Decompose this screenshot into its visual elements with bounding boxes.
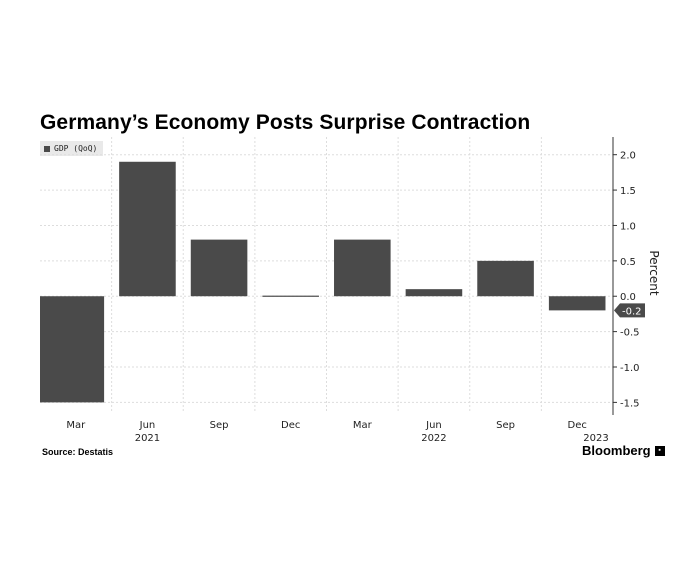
y-tick-label: 2.0 [620,151,636,162]
bar [405,289,463,297]
x-tick-label: Jun [139,420,156,431]
y-tick-label: 1.0 [620,221,636,232]
y-tick-label: 0.5 [620,257,636,268]
y-tick-label: 1.5 [620,186,636,197]
x-tick-label: Sep [496,420,515,431]
brand-name: Bloomberg [582,443,651,458]
legend-swatch [44,145,50,152]
x-tick-label: Jun [425,420,442,431]
last-value-marker [614,303,645,318]
bar [190,239,248,297]
y-tick-label: 0.0 [620,292,636,303]
y-tick-label: -0.5 [620,328,640,339]
bar [548,296,606,311]
x-tick-label: Dec [281,420,300,431]
x-tick-label: Mar [353,420,373,431]
legend-label: GDP (QoQ) [54,144,98,153]
x-tick-label: Mar [66,420,86,431]
x-year-label: 2023 [583,433,608,444]
y-tick-label: -1.5 [620,398,640,409]
brand-logo: Bloomberg ▪ [582,443,665,458]
bar [40,296,105,403]
x-year-label: 2021 [135,433,160,444]
y-tick-label: -1.0 [620,363,640,374]
x-tick-label: Sep [210,420,229,431]
x-year-label: 2022 [421,433,446,444]
bar [477,260,534,297]
bar [334,239,391,297]
bar [262,295,319,297]
x-tick-label: Dec [568,420,587,431]
legend: GDP (QoQ) [40,141,104,156]
last-value-label: -0.2 [622,306,642,317]
chart-title: Germany’s Economy Posts Surprise Contrac… [40,111,531,134]
y-axis-title: Percent [647,250,661,295]
source-note: Source: Destatis [42,447,114,457]
chart-icon: ▪ [654,445,665,456]
bar [119,161,176,297]
